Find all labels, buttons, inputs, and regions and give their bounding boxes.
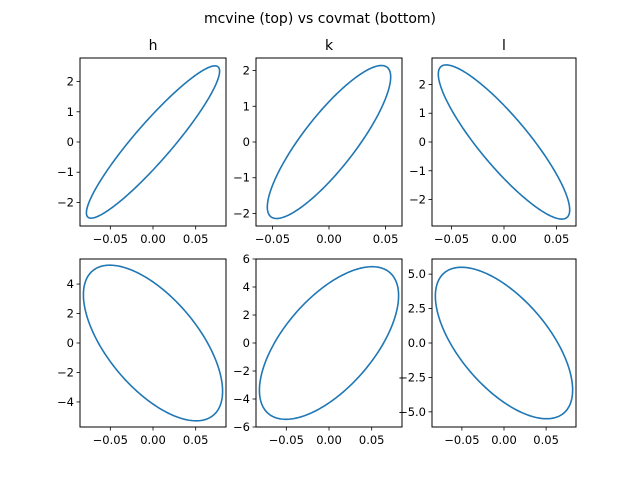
x-tick-label: 0.00 bbox=[491, 433, 517, 447]
x-tick-label: −0.05 bbox=[93, 433, 128, 447]
y-tick-label: 1 bbox=[67, 105, 74, 119]
y-tick-label: 4 bbox=[243, 280, 250, 294]
subplot-title: k bbox=[325, 38, 334, 54]
x-tick-label: 0.00 bbox=[316, 433, 342, 447]
figure-suptitle: mcvine (top) vs covmat (bottom) bbox=[204, 11, 436, 27]
y-tick-label: 0 bbox=[243, 336, 250, 350]
subplot-bottom-left: −0.05 0.00 0.05 −4 −2 0 2 4 bbox=[57, 258, 227, 447]
y-tick-label: −2 bbox=[409, 193, 426, 207]
x-tick-label: 0.05 bbox=[183, 232, 209, 246]
x-tick-label: 0.05 bbox=[359, 433, 385, 447]
y-tick-label: −1 bbox=[57, 165, 74, 179]
subplot-bottom-center: −0.05 0.00 0.05 −6 −4 −2 0 2 4 6 bbox=[233, 252, 403, 447]
x-tick-label: 0.00 bbox=[316, 232, 342, 246]
x-tick-label: −0.05 bbox=[255, 232, 290, 246]
y-tick-label: 0 bbox=[67, 336, 74, 350]
subplot-bottom-right: −0.05 0.00 0.05 −5.0 −2.5 0.0 2.5 5.0 bbox=[398, 258, 577, 447]
y-tick-label: −1 bbox=[409, 164, 426, 178]
x-tick-label: 0.00 bbox=[140, 433, 166, 447]
y-tick-label: 2.5 bbox=[408, 302, 426, 316]
x-tick-label: 0.05 bbox=[533, 433, 559, 447]
y-tick-label: 1 bbox=[243, 99, 250, 113]
series-line bbox=[258, 265, 400, 421]
y-tick-label: 2 bbox=[243, 64, 250, 78]
y-tick-label: −5.0 bbox=[398, 405, 426, 419]
y-tick-label: −4 bbox=[57, 395, 74, 409]
y-tick-label: −2 bbox=[57, 195, 74, 209]
subplot-title: l bbox=[502, 38, 506, 54]
y-tick-label: −2 bbox=[233, 206, 250, 220]
y-tick-label: 6 bbox=[243, 252, 250, 266]
series-line bbox=[85, 65, 221, 219]
y-tick-label: 2 bbox=[419, 77, 426, 91]
y-tick-label: 2 bbox=[67, 75, 74, 89]
y-tick-label: −2 bbox=[233, 364, 250, 378]
y-tick-label: −4 bbox=[233, 392, 250, 406]
y-tick-label: −6 bbox=[233, 420, 250, 434]
y-tick-label: 0 bbox=[67, 135, 74, 149]
subplot-top-right: −0.05 0.00 0.05 −2 −1 0 1 2 l bbox=[409, 38, 577, 246]
y-tick-label: 5.0 bbox=[408, 267, 426, 281]
y-tick-label: 0 bbox=[419, 135, 426, 149]
series-line bbox=[266, 64, 392, 220]
subplot-top-center: −0.05 0.00 0.05 −2 −1 0 1 2 k bbox=[233, 38, 403, 246]
x-tick-label: 0.05 bbox=[544, 232, 570, 246]
subplot-top-left: −0.05 0.00 0.05 −2 −1 0 1 2 h bbox=[57, 38, 227, 246]
x-tick-label: 0.05 bbox=[373, 232, 399, 246]
x-tick-label: 0.00 bbox=[491, 232, 517, 246]
y-tick-label: 2 bbox=[67, 307, 74, 321]
x-tick-label: −0.05 bbox=[93, 232, 128, 246]
y-tick-label: 2 bbox=[243, 308, 250, 322]
y-tick-label: 0.0 bbox=[408, 336, 426, 350]
x-tick-label: −0.05 bbox=[444, 433, 479, 447]
x-tick-label: −0.05 bbox=[269, 433, 304, 447]
y-tick-label: 0 bbox=[243, 135, 250, 149]
series-line bbox=[437, 64, 571, 220]
x-tick-label: 0.05 bbox=[183, 433, 209, 447]
y-tick-label: −2.5 bbox=[398, 370, 426, 384]
series-line bbox=[434, 266, 574, 420]
series-line bbox=[82, 264, 224, 422]
x-tick-label: 0.00 bbox=[140, 232, 166, 246]
subplot-title: h bbox=[149, 38, 158, 54]
y-tick-label: −1 bbox=[233, 171, 250, 185]
y-tick-label: 4 bbox=[67, 277, 74, 291]
y-tick-label: −2 bbox=[57, 365, 74, 379]
x-tick-label: −0.05 bbox=[434, 232, 469, 246]
y-tick-label: 1 bbox=[419, 106, 426, 120]
